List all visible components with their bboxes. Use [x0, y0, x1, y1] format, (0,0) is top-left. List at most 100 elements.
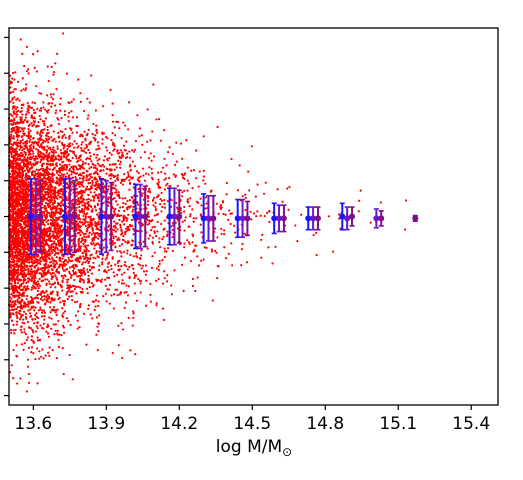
- scatter-point: [113, 196, 116, 200]
- scatter-point: [159, 203, 162, 206]
- scatter-point: [122, 121, 125, 124]
- scatter-point: [94, 176, 97, 179]
- scatter-point: [23, 277, 26, 280]
- scatter-point: [82, 218, 85, 221]
- scatter-point: [82, 281, 86, 284]
- scatter-point: [23, 169, 27, 172]
- scatter-point: [19, 196, 23, 199]
- scatter-point: [123, 214, 126, 217]
- scatter-point: [95, 279, 98, 283]
- scatter-point: [146, 211, 150, 214]
- scatter-point: [61, 161, 64, 164]
- scatter-point: [63, 113, 67, 117]
- scatter-point: [87, 200, 90, 204]
- scatter-point: [139, 175, 142, 178]
- scatter-point: [10, 328, 13, 332]
- scatter-point: [54, 140, 57, 143]
- scatter-point: [19, 318, 22, 321]
- scatter-point: [209, 190, 212, 193]
- scatter-point: [126, 252, 129, 255]
- scatter-point: [41, 290, 44, 293]
- scatter-point: [59, 149, 62, 152]
- scatter-point: [25, 167, 29, 170]
- scatter-point: [181, 157, 184, 160]
- scatter-point: [403, 228, 407, 231]
- scatter-point: [19, 142, 22, 145]
- scatter-point: [109, 88, 112, 92]
- scatter-point: [268, 220, 271, 223]
- scatter-point: [21, 149, 24, 152]
- scatter-point: [27, 305, 30, 308]
- scatter-point: [72, 264, 75, 267]
- scatter-point: [127, 205, 130, 208]
- scatter-point: [14, 170, 17, 173]
- scatter-point: [41, 141, 45, 144]
- scatter-point: [29, 302, 32, 305]
- scatter-point: [31, 317, 34, 321]
- scatter-point: [64, 127, 67, 131]
- scatter-point: [68, 101, 71, 104]
- scatter-point: [19, 38, 22, 41]
- scatter-point: [98, 147, 101, 150]
- scatter-point: [84, 215, 87, 218]
- scatter-point: [83, 191, 86, 194]
- scatter-point: [190, 169, 193, 172]
- scatter-point: [259, 214, 262, 217]
- scatter-point: [155, 267, 158, 270]
- scatter-point: [47, 141, 50, 144]
- scatter-point: [113, 126, 116, 129]
- scatter-point: [32, 53, 35, 56]
- scatter-point: [155, 235, 158, 238]
- scatter-point: [51, 175, 54, 178]
- scatter-point: [37, 190, 41, 194]
- scatter-point: [181, 263, 184, 266]
- scatter-point: [114, 200, 118, 203]
- scatter-point: [39, 160, 42, 164]
- scatter-point: [47, 252, 50, 256]
- scatter-point: [40, 92, 43, 95]
- scatter-point: [23, 220, 26, 224]
- scatter-point: [26, 260, 29, 264]
- scatter-point: [49, 311, 52, 314]
- scatter-point: [194, 289, 197, 293]
- scatter-point: [161, 259, 164, 262]
- scatter-point: [98, 246, 101, 249]
- scatter-point: [51, 271, 54, 275]
- scatter-point: [338, 213, 341, 216]
- scatter-point: [139, 257, 142, 260]
- scatter-point: [54, 212, 57, 215]
- scatter-point: [70, 110, 73, 113]
- scatter-point: [11, 168, 14, 172]
- scatter-point: [16, 127, 20, 130]
- scatter-point: [85, 287, 89, 290]
- scatter-point: [73, 278, 76, 282]
- scatter-point: [97, 199, 101, 203]
- scatter-point: [16, 282, 20, 285]
- scatter-point: [36, 241, 39, 244]
- scatter-point: [46, 278, 49, 281]
- scatter-point: [41, 200, 44, 203]
- scatter-point: [120, 273, 124, 276]
- scatter-point: [22, 291, 25, 294]
- scatter-point: [12, 313, 15, 316]
- scatter-point: [78, 306, 82, 309]
- scatter-point: [119, 224, 122, 227]
- scatter-point: [61, 299, 65, 303]
- scatter-point: [110, 268, 113, 271]
- scatter-point: [271, 262, 274, 265]
- scatter-point: [23, 264, 26, 267]
- scatter-point: [123, 291, 126, 294]
- scatter-point: [45, 133, 48, 136]
- scatter-point: [123, 263, 126, 267]
- scatter-point: [179, 142, 183, 145]
- scatter-point: [80, 193, 84, 197]
- scatter-point: [119, 206, 122, 209]
- scatter-point: [89, 219, 93, 222]
- scatter-point: [44, 190, 47, 194]
- scatter-point: [70, 170, 73, 173]
- scatter-point: [77, 268, 80, 272]
- scatter-point: [39, 297, 43, 301]
- scatter-point: [87, 163, 90, 166]
- scatter-point: [359, 189, 362, 192]
- scatter-point: [118, 244, 121, 248]
